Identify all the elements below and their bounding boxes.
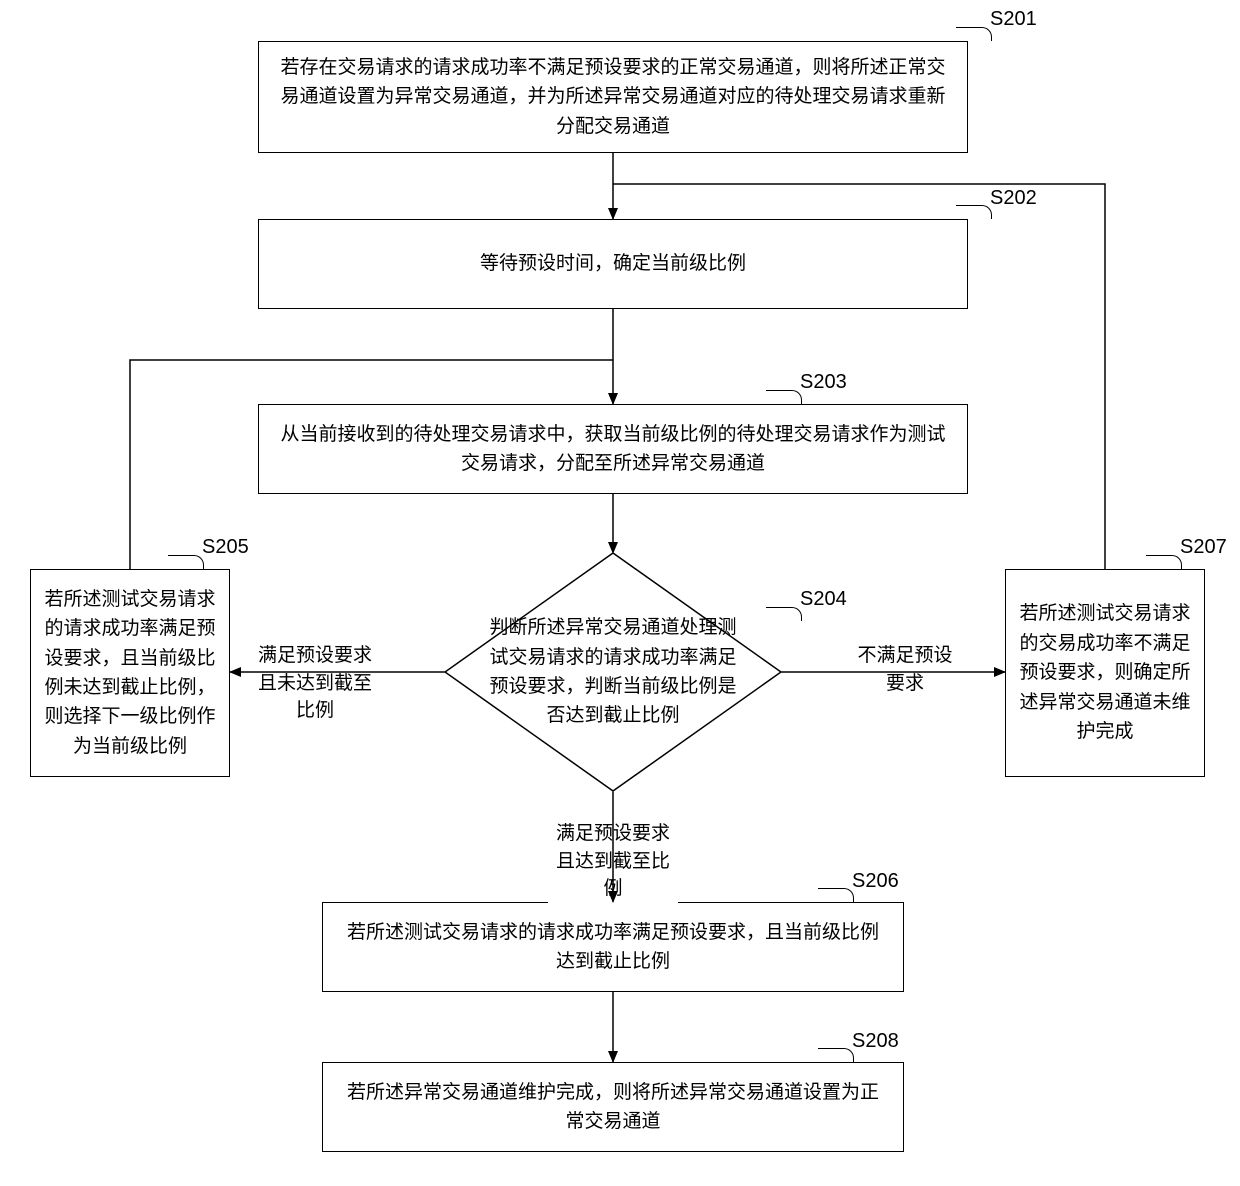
edge-label-right: 不满足预设要求 [855,642,955,697]
node-text: 若所述测试交易请求的交易成功率不满足预设要求，则确定所述异常交易通道未维护完成 [1018,599,1192,746]
edge-label-text: 满足预设要求且未达到截至比例 [258,645,372,721]
edge-label-text: 满足预设要求且达到截至比例 [556,823,670,899]
step-label-s203: S203 [800,371,847,394]
step-hook-s201 [956,27,992,41]
flowchart-canvas: S201 若存在交易请求的请求成功率不满足预设要求的正常交易通道，则将所述正常交… [0,0,1240,1186]
edge-label-down: 满足预设要求且达到截至比例 [548,820,678,903]
node-s202: 等待预设时间，确定当前级比例 [258,219,968,309]
node-s201: 若存在交易请求的请求成功率不满足预设要求的正常交易通道，则将所述正常交易通道设置… [258,41,968,153]
node-text: 等待预设时间，确定当前级比例 [480,249,746,278]
node-s207: 若所述测试交易请求的交易成功率不满足预设要求，则确定所述异常交易通道未维护完成 [1005,569,1205,777]
node-text: 若所述异常交易通道维护完成，则将所述异常交易通道设置为正常交易通道 [341,1078,885,1137]
node-text: 若所述测试交易请求的请求成功率满足预设要求，且当前级比例达到截止比例 [341,918,885,977]
step-label-s204: S204 [800,588,847,611]
node-s203: 从当前接收到的待处理交易请求中，获取当前级比例的待处理交易请求作为测试交易请求，… [258,404,968,494]
step-hook-s206 [818,888,854,902]
edge-label-left: 满足预设要求且未达到截至比例 [250,642,380,725]
step-label-s201: S201 [990,8,1037,31]
step-hook-s208 [818,1048,854,1062]
step-label-s207: S207 [1180,536,1227,559]
edge-label-text: 不满足预设要求 [857,645,952,694]
node-s208: 若所述异常交易通道维护完成，则将所述异常交易通道设置为正常交易通道 [322,1062,904,1152]
node-s204: 判断所述异常交易通道处理测试交易请求的请求成功率满足预设要求，判断当前级比例是否… [445,553,781,791]
step-hook-s203 [766,390,802,404]
step-label-s208: S208 [852,1030,899,1053]
node-text: 若存在交易请求的请求成功率不满足预设要求的正常交易通道，则将所述正常交易通道设置… [277,53,949,141]
node-text: 从当前接收到的待处理交易请求中，获取当前级比例的待处理交易请求作为测试交易请求，… [277,420,949,479]
step-label-s205: S205 [202,536,249,559]
step-hook-s205 [168,555,204,569]
node-s205: 若所述测试交易请求的请求成功率满足预设要求，且当前级比例未达到截止比例，则选择下… [30,569,230,777]
step-hook-s202 [956,205,992,219]
step-hook-s207 [1146,555,1182,569]
node-text: 若所述测试交易请求的请求成功率满足预设要求，且当前级比例未达到截止比例，则选择下… [43,585,217,762]
node-s206: 若所述测试交易请求的请求成功率满足预设要求，且当前级比例达到截止比例 [322,902,904,992]
step-label-s202: S202 [990,187,1037,210]
node-text: 判断所述异常交易通道处理测试交易请求的请求成功率满足预设要求，判断当前级比例是否… [485,613,741,731]
step-label-s206: S206 [852,870,899,893]
